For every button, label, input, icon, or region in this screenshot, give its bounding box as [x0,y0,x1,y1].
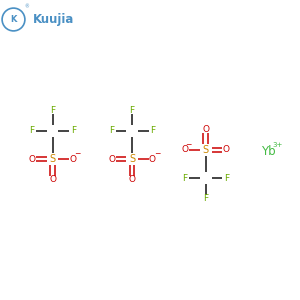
Text: O: O [108,154,115,164]
Text: F: F [29,126,34,135]
Text: 3+: 3+ [273,142,283,148]
Text: S: S [129,154,135,164]
Text: −: − [185,140,192,149]
Text: F: F [129,106,135,115]
Text: F: F [150,126,155,135]
Text: F: F [50,106,55,115]
Text: O: O [182,146,189,154]
Text: Kuujia: Kuujia [32,13,74,26]
Text: F: F [182,173,188,182]
Text: F: F [203,194,208,203]
Text: S: S [202,145,208,155]
Text: F: F [109,126,114,135]
Text: O: O [49,175,56,184]
Text: O: O [149,154,156,164]
Text: ®: ® [24,4,29,9]
Text: −: − [74,149,81,158]
Text: F: F [70,126,76,135]
Text: Yb: Yb [261,145,276,158]
Text: O: O [202,125,209,134]
Text: K: K [10,15,17,24]
Text: O: O [28,154,36,164]
Text: −: − [154,149,160,158]
Text: F: F [224,173,229,182]
Text: O: O [222,146,230,154]
Text: O: O [69,154,76,164]
Text: S: S [50,154,56,164]
Text: O: O [128,175,136,184]
